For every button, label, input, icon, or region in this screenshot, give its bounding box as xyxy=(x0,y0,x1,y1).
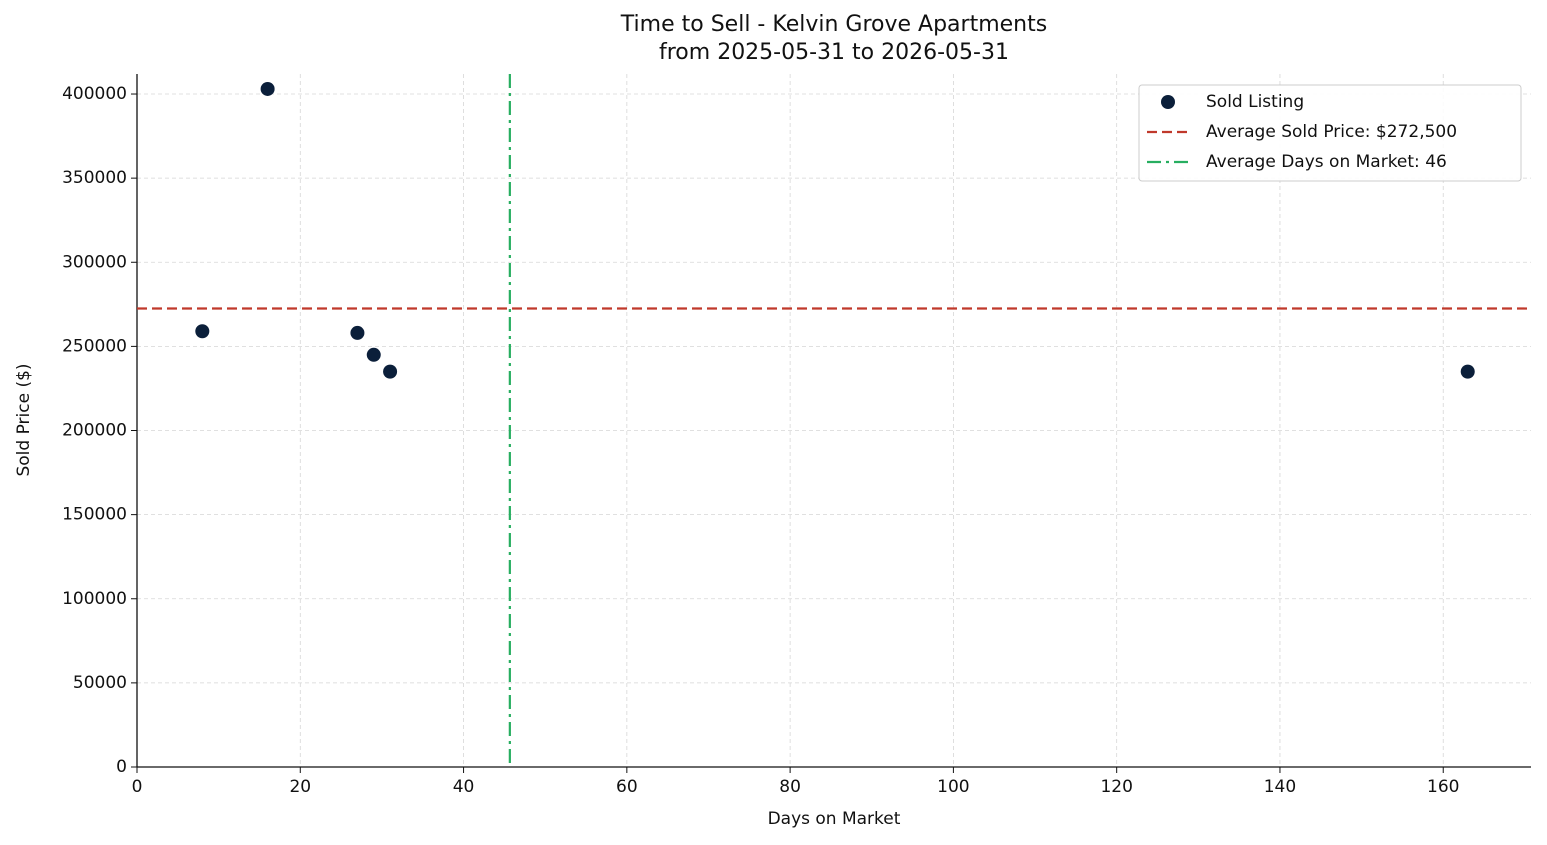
y-tick-label: 150000 xyxy=(62,505,127,525)
legend-box xyxy=(1138,84,1522,182)
x-tick-label: 40 xyxy=(453,777,475,797)
x-tick-label: 100 xyxy=(937,777,969,797)
y-tick-label: 400000 xyxy=(62,84,127,104)
x-tick-label: 160 xyxy=(1427,777,1459,797)
x-tick-label: 20 xyxy=(289,777,311,797)
y-tick-label: 100000 xyxy=(62,589,127,609)
legend-label: Average Sold Price: $272,500 xyxy=(1206,122,1457,142)
x-tick-label: 120 xyxy=(1100,777,1132,797)
x-tick-label: 80 xyxy=(779,777,801,797)
y-tick-label: 0 xyxy=(116,757,127,777)
point xyxy=(366,347,381,362)
y-tick-label: 50000 xyxy=(73,673,127,693)
legend-label: Sold Listing xyxy=(1206,92,1304,112)
chart-title: Time to Sell - Kelvin Grove Apartments xyxy=(620,12,1047,37)
y-tick-label: 300000 xyxy=(62,252,127,272)
point xyxy=(383,364,398,379)
y-tick-label: 200000 xyxy=(62,421,127,441)
point xyxy=(1460,364,1475,379)
y-tick-label: 250000 xyxy=(62,336,127,356)
point xyxy=(195,324,210,339)
x-tick-label: 60 xyxy=(616,777,638,797)
x-tick-label: 0 xyxy=(132,777,143,797)
x-axis-label: Days on Market xyxy=(768,809,901,829)
x-tick-label: 140 xyxy=(1264,777,1296,797)
point xyxy=(260,81,275,96)
chart-subtitle: from 2025-05-31 to 2026-05-31 xyxy=(659,40,1009,65)
point xyxy=(350,325,365,340)
legend-label: Average Days on Market: 46 xyxy=(1206,152,1447,172)
y-tick-label: 350000 xyxy=(62,168,127,188)
legend-marker xyxy=(1161,95,1175,109)
y-axis-label: Sold Price ($) xyxy=(14,363,34,476)
